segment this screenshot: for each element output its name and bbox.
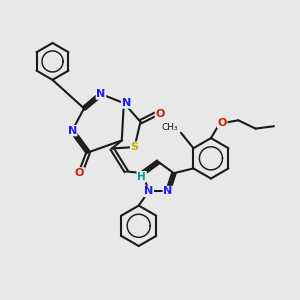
Text: N: N [163,187,172,196]
Text: CH₃: CH₃ [162,123,178,132]
Text: N: N [96,89,106,99]
Text: H: H [137,172,146,182]
Text: S: S [130,142,139,152]
Text: N: N [144,187,153,196]
Text: N: N [122,98,131,108]
Text: O: O [75,168,84,178]
Text: N: N [68,126,77,136]
Text: O: O [218,118,227,128]
Text: H: H [137,172,146,182]
Text: O: O [155,109,165,119]
